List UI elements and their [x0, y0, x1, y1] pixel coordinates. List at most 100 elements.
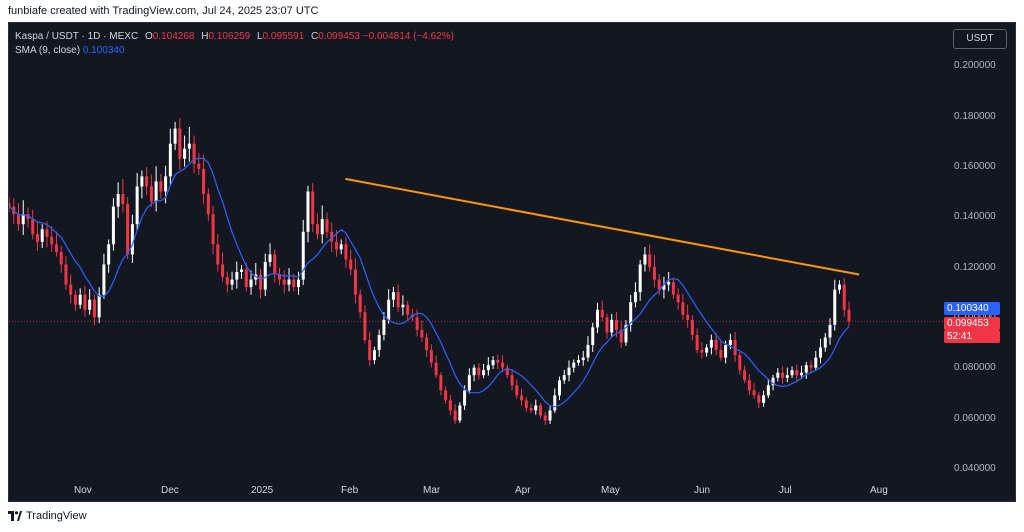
- footer-brand[interactable]: TradingView: [8, 510, 87, 522]
- x-tick-label: Aug: [870, 485, 888, 496]
- candle-body: [543, 415, 547, 421]
- candle-body: [415, 317, 419, 330]
- candle-body: [458, 405, 462, 421]
- candlestick-chart[interactable]: [9, 23, 1015, 501]
- resistance-trendline: [345, 177, 860, 276]
- candle-body: [187, 143, 191, 149]
- candle-body: [453, 410, 457, 421]
- x-tick-label: Nov: [74, 485, 92, 496]
- candle-body: [667, 282, 671, 285]
- tradingview-logo-icon: [8, 511, 22, 521]
- candle-body: [724, 345, 728, 358]
- candle-body: [240, 269, 244, 273]
- legend-low-label: L: [256, 31, 263, 42]
- candle-body: [510, 375, 514, 386]
- candle-body: [520, 395, 524, 401]
- legend-sma-label[interactable]: SMA (9, close): [15, 45, 81, 56]
- candle-body: [78, 294, 82, 305]
- candle-body: [567, 367, 571, 376]
- candle-body: [59, 251, 63, 265]
- candle-body: [553, 395, 557, 411]
- candle-body: [548, 410, 552, 421]
- candle-body: [358, 294, 362, 313]
- candle-body: [244, 269, 248, 288]
- candle-body: [814, 357, 818, 368]
- candle-body: [97, 294, 101, 318]
- candle-body: [40, 229, 44, 242]
- legend-close-label: C: [311, 31, 319, 42]
- x-tick-label: Dec: [161, 485, 179, 496]
- candle-body: [391, 292, 395, 300]
- candle-body: [363, 312, 367, 340]
- y-tick-label: 0.160000: [954, 160, 996, 172]
- candle-body: [353, 269, 357, 295]
- candle-body: [823, 337, 827, 348]
- candle-body: [401, 304, 405, 308]
- candle-body: [202, 168, 206, 194]
- candle-body: [249, 279, 253, 288]
- candle-body: [790, 370, 794, 376]
- candle-body: [719, 350, 723, 358]
- candle-body: [168, 143, 172, 177]
- y-tick-label: 0.080000: [954, 362, 996, 374]
- legend-change: −0.004814 (−4.62%): [362, 31, 454, 42]
- candle-body: [681, 302, 685, 315]
- candle-body: [448, 400, 452, 411]
- candle-body: [425, 337, 429, 351]
- candle-body: [501, 362, 505, 368]
- candle-body: [154, 181, 158, 202]
- candle-body: [648, 254, 652, 267]
- chart-legend: Kaspa / USDT · 1D · MEXC O0.104268 H0.10…: [15, 30, 454, 58]
- candle-body: [377, 334, 381, 351]
- candle-body: [344, 244, 348, 260]
- candle-body: [643, 254, 647, 265]
- y-tick-label: 0.200000: [954, 60, 996, 72]
- candle-body: [83, 294, 87, 310]
- y-tick-label: 0.120000: [954, 261, 996, 273]
- candle-body: [652, 266, 656, 280]
- candle-body: [235, 272, 239, 280]
- candle-body: [804, 365, 808, 373]
- candle-body: [116, 194, 120, 207]
- y-tick-label: 0.140000: [954, 211, 996, 223]
- candle-body: [434, 362, 438, 376]
- candle-body: [539, 405, 543, 416]
- legend-symbol[interactable]: Kaspa / USDT · 1D · MEXC: [15, 31, 139, 42]
- candle-body: [733, 339, 737, 356]
- candle-body: [315, 224, 319, 235]
- candle-body: [695, 334, 699, 351]
- candle-body: [396, 292, 400, 308]
- candle-body: [591, 327, 595, 345]
- candle-body: [159, 181, 163, 192]
- candle-body: [728, 339, 732, 345]
- candle-body: [838, 284, 842, 290]
- candle-body: [477, 367, 481, 376]
- candle-body: [444, 390, 448, 401]
- candle-body: [771, 377, 775, 386]
- candle-body: [9, 202, 11, 207]
- candle-body: [586, 345, 590, 358]
- candle-body: [472, 367, 476, 376]
- candle-body: [306, 191, 310, 232]
- candle-body: [558, 380, 562, 396]
- candle-body: [183, 148, 187, 159]
- candle-body: [135, 186, 139, 225]
- candle-body: [50, 236, 54, 245]
- candle-body: [225, 277, 229, 285]
- candle-body: [211, 214, 215, 245]
- candle-body: [809, 365, 813, 368]
- candle-body: [638, 264, 642, 293]
- candle-body: [482, 370, 486, 376]
- candle-body: [230, 279, 234, 285]
- candle-body: [686, 314, 690, 320]
- candle-body: [633, 292, 637, 303]
- candle-body: [662, 284, 666, 290]
- x-tick-label: Apr: [515, 485, 531, 496]
- candle-body: [216, 244, 220, 265]
- chart-panel[interactable]: Kaspa / USDT · 1D · MEXC O0.104268 H0.10…: [8, 22, 1016, 502]
- currency-button[interactable]: USDT: [953, 29, 1007, 49]
- candle-body: [287, 279, 291, 285]
- candle-body: [705, 347, 709, 353]
- candle-body: [795, 370, 799, 376]
- candle-body: [562, 375, 566, 381]
